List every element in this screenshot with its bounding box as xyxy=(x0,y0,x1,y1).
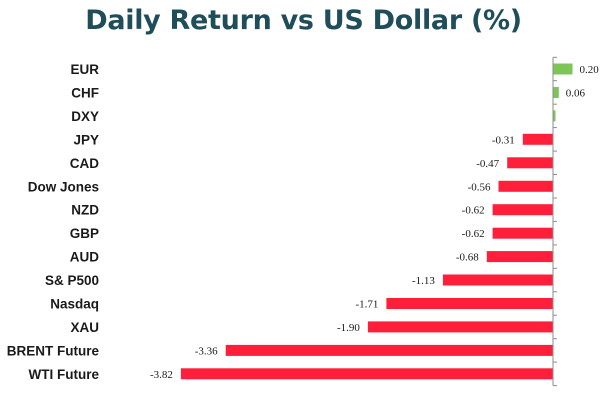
bar xyxy=(492,227,553,239)
category-label: EUR xyxy=(70,62,99,77)
data-label: -0.31 xyxy=(492,134,515,146)
data-label: -1.13 xyxy=(412,275,435,287)
bar xyxy=(522,133,553,145)
labels-layer: EUR 0.20 CHF 0.06 DXY JPY -0.31 CAD -0.47 Dow Jon… xyxy=(7,62,600,382)
data-label: -0.56 xyxy=(468,181,491,193)
bar xyxy=(553,110,556,122)
data-label: -0.62 xyxy=(462,205,485,217)
category-label: XAU xyxy=(70,320,99,335)
category-label: GBP xyxy=(70,226,99,241)
bar xyxy=(553,63,573,75)
category-label: Nasdaq xyxy=(50,297,99,312)
category-label: NZD xyxy=(71,203,99,218)
bar xyxy=(386,298,553,309)
data-label: -0.62 xyxy=(462,228,485,240)
category-label: JPY xyxy=(73,132,99,147)
category-label: S& P500 xyxy=(45,273,99,288)
data-label: 0.20 xyxy=(580,64,600,76)
bar xyxy=(367,321,553,333)
bar xyxy=(507,157,553,169)
bar xyxy=(486,251,553,263)
bar xyxy=(492,204,553,216)
data-label: -3.82 xyxy=(150,369,173,381)
category-label: DXY xyxy=(71,109,99,124)
category-label: CAD xyxy=(70,156,99,171)
data-label: -1.90 xyxy=(337,322,360,334)
data-label: -0.68 xyxy=(456,252,479,264)
category-label: WTI Future xyxy=(29,367,100,382)
category-label: CHF xyxy=(71,86,99,101)
category-label: Dow Jones xyxy=(28,179,99,194)
category-label: BRENT Future xyxy=(7,343,100,358)
category-label: AUD xyxy=(70,250,99,265)
bar xyxy=(225,344,553,356)
data-label: -3.36 xyxy=(195,345,218,357)
axis-layer xyxy=(552,56,557,387)
bar xyxy=(442,274,553,286)
bar xyxy=(553,87,559,98)
bar xyxy=(498,180,553,192)
data-label: 0.06 xyxy=(566,88,586,100)
chart-title: Daily Return vs US Dollar (%) xyxy=(85,5,522,36)
bars-layer xyxy=(180,63,573,380)
bar xyxy=(180,368,553,380)
data-label: -1.71 xyxy=(355,299,378,311)
data-label: -0.47 xyxy=(476,158,499,170)
